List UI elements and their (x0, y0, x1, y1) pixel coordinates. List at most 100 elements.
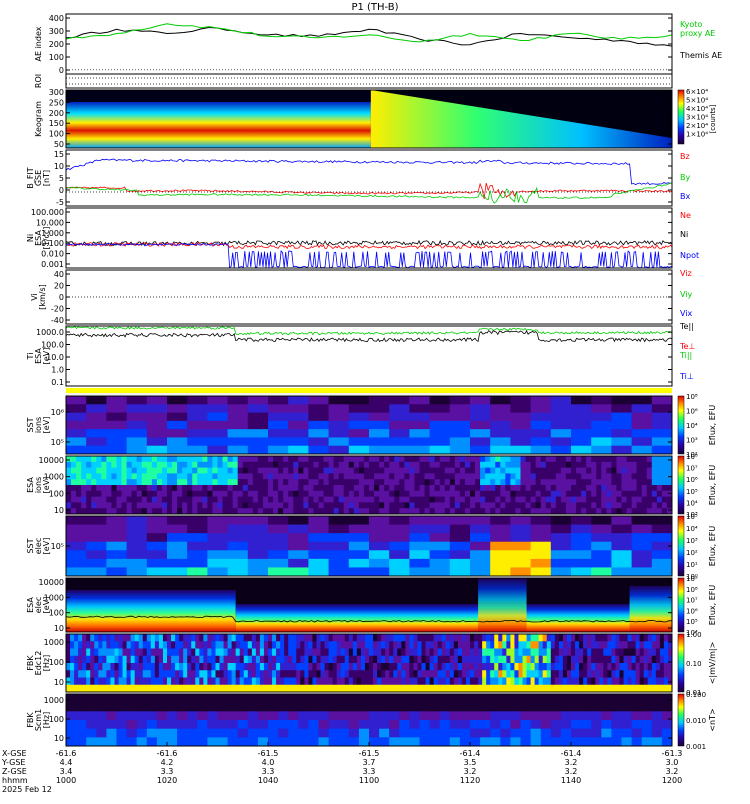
esa-ion-spec-cell (91, 467, 97, 474)
esa-ion-spec-cell (106, 456, 112, 463)
sst-ion-spec-cell (308, 429, 329, 438)
esa-ion-spec-cell (111, 485, 117, 492)
fbk-e-spec-cell (231, 670, 237, 678)
fbk-b-spec-cell (207, 702, 218, 712)
fbk-e-spec-cell (114, 655, 119, 664)
fbk-e-spec-cell (599, 634, 604, 642)
esa-ion-spec-cell (212, 490, 218, 497)
esa-ion-spec-cell (283, 496, 289, 503)
sst-ion-colorbar-tick: 10³ (686, 437, 698, 445)
fbk-e-spec-cell (441, 634, 447, 642)
fbk-e-spec-cell (280, 648, 285, 657)
esa-ion-spec-cell (641, 479, 648, 486)
ti-tick-label: 0.1 (51, 378, 64, 387)
esa-ion-spec-cell (111, 461, 117, 468)
esa-ion-spec-cell (338, 479, 345, 486)
fbk-e-spec-cell (284, 634, 289, 642)
esa-ion-spec-cell (651, 485, 658, 492)
fbk-b-spec-cell (177, 737, 188, 747)
sst-ion-spec-cell (449, 420, 471, 430)
esa-ion-spec-cell (146, 508, 153, 515)
fbk-e-spec-cell (457, 663, 463, 671)
sst-ion-spec-cell (550, 420, 572, 430)
esa-ion-spec-cell (535, 496, 542, 503)
vi-legend-vix: Vix (680, 309, 693, 318)
esa-ion-spec-cell (318, 490, 324, 497)
fbk-b-spec-cell (116, 694, 127, 704)
fbk-e-spec-cell (126, 641, 132, 649)
fbk-e-spec-cell (433, 641, 439, 649)
fbk-e-spec-cell (195, 648, 200, 657)
esa-ion-spec-cell (358, 467, 365, 474)
esa-ion-spec-cell (515, 485, 521, 492)
esa-ion-spec-cell (581, 461, 587, 468)
sst-ion-colorbar-tick: 10⁴ (686, 422, 698, 430)
vi-legend-viz: Viz (680, 269, 692, 278)
esa-ion-spec-cell (571, 485, 577, 492)
fbk-e-spec-cell (191, 634, 196, 642)
esa-ion-spec-cell (555, 485, 562, 492)
fbk-e-spec-cell (542, 670, 548, 678)
esa-ion-spec-cell (101, 508, 107, 515)
fbk-e-spec-cell (389, 677, 394, 686)
fbk-e-spec-cell (126, 634, 132, 642)
fbk-b-spec-cell (278, 728, 289, 738)
fbk-e-spec-cell (235, 641, 241, 649)
fbk-e-spec-cell (663, 641, 669, 649)
fbk-e-spec-cell (66, 655, 71, 664)
fbk-e-spec-cell (231, 655, 237, 664)
fbk-e-spec-cell (579, 641, 584, 649)
esa-ion-spec-cell (71, 496, 77, 503)
fbk-e-spec-cell (259, 641, 265, 649)
esa-ion-spec-cell (96, 508, 102, 515)
fbk-e-spec-cell (90, 670, 95, 678)
esa-ion-spec-cell (490, 461, 496, 468)
fbk-e-spec-cell (546, 663, 552, 671)
fbk-b-spec-cell (480, 702, 491, 712)
sst-ion-spec-cell (86, 429, 107, 438)
esa-ion-spec-cell (525, 479, 531, 486)
fbk-e-spec-cell (651, 670, 657, 678)
esa-ion-spec-cell (661, 508, 668, 515)
esa-ion-spec-cell (81, 502, 87, 509)
esa-ion-spec-cell (641, 473, 648, 480)
fbk-e-spec-cell (635, 677, 641, 686)
esa-ion-spec-cell (192, 467, 198, 474)
sst-elec-spec-cell (207, 567, 228, 577)
fbk-e-spec-cell (86, 670, 91, 678)
sst-ion-spec-cell (449, 437, 471, 447)
fbk-e-spec-cell (583, 655, 588, 664)
ti-bg (66, 326, 672, 386)
sst-ion-spec-cell (530, 412, 552, 422)
fbk-e-spec-cell (526, 663, 531, 671)
esa-ion-spec-cell (212, 508, 218, 515)
sst-ion-spec-cell (611, 420, 632, 430)
esa-ion-spec-cell (485, 508, 491, 515)
esa-ion-spec-cell (379, 467, 385, 474)
sst-elec-spec-cell (510, 558, 531, 568)
esa-ion-spec-cell (333, 485, 340, 492)
sst-elec-spec-cell (611, 558, 632, 568)
fbk-e-spec-cell (437, 670, 443, 678)
esa-ion-spec-cell (409, 473, 415, 480)
esa-ion-spec-cell (510, 502, 516, 509)
esa-ion-spec-cell (76, 502, 82, 509)
fbk-b-spec-cell (257, 728, 269, 738)
vi-tick-label: -20 (51, 305, 64, 314)
fbk-e-spec-cell (659, 663, 665, 671)
ni-tick-label: 0.001 (41, 260, 64, 269)
esa-ion-spec-cell (288, 490, 294, 497)
esa-ion-spec-cell (449, 508, 456, 515)
esa-ion-spec-cell (278, 502, 284, 509)
esa-ion-spec-cell (621, 456, 627, 463)
sst-ion-spec-cell (429, 445, 451, 455)
esa-ion-spec-cell (596, 473, 602, 480)
esa-ion-spec-cell (369, 479, 375, 486)
sst-ion-colorbar-tick: 10² (686, 451, 698, 459)
fbk-e-spec-cell (183, 634, 188, 642)
sst-ion-spec-cell (550, 445, 572, 455)
fbk-e-spec-cell (607, 677, 612, 686)
esa-ion-spec-cell (303, 473, 309, 480)
fbk-e-spec-cell (167, 677, 172, 686)
fbk-e-spec-cell (78, 670, 83, 678)
